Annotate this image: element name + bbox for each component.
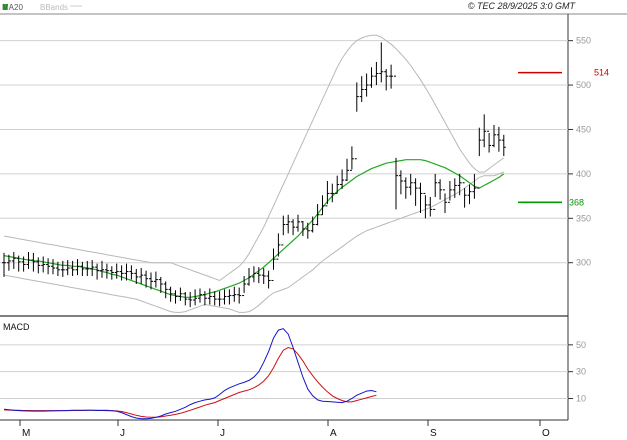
macd-tick-label: 30 bbox=[576, 367, 586, 377]
source-timestamp: © TEC 28/9/2025 3:0 GMT bbox=[468, 1, 577, 11]
macd-axis-ticks: 10 30 50 bbox=[568, 340, 586, 404]
support-label: 368 bbox=[569, 197, 584, 207]
price-gridlines bbox=[0, 40, 568, 264]
macd-series bbox=[3, 328, 377, 420]
macd-gridlines bbox=[0, 344, 568, 400]
price-series bbox=[2, 42, 506, 308]
macd-line bbox=[3, 328, 377, 420]
macd-tick-label: 10 bbox=[576, 394, 586, 404]
price-tick-label: 350 bbox=[576, 213, 591, 223]
price-tick-label: 400 bbox=[576, 169, 591, 179]
macd-tick-label: 50 bbox=[576, 340, 586, 350]
month-tick-label: A bbox=[330, 428, 337, 439]
bbands-legend-label: BBands bbox=[40, 3, 68, 12]
ma20-legend-swatch bbox=[3, 4, 7, 10]
signal-line bbox=[3, 346, 377, 418]
price-tick-label: 450 bbox=[576, 124, 591, 134]
price-tick-label: 300 bbox=[576, 258, 591, 268]
month-tick-label: O bbox=[542, 428, 550, 439]
bbands-lower-line bbox=[3, 171, 504, 313]
price-tick-label: 500 bbox=[576, 80, 591, 90]
price-tick-label: 550 bbox=[576, 36, 591, 46]
price-axis-ticks: 300 350 400 450 500 550 bbox=[568, 36, 591, 268]
month-tick-label: J bbox=[220, 428, 225, 439]
bbands-upper-line bbox=[3, 34, 505, 282]
month-tick-label: S bbox=[430, 428, 437, 439]
month-tick-label: M bbox=[22, 428, 30, 439]
support-resistance-levels: 514 368 bbox=[518, 68, 609, 207]
macd-panel-title: MACD bbox=[3, 322, 30, 332]
ma20-legend-label: MA20 bbox=[2, 3, 23, 12]
month-tick-label: J bbox=[120, 428, 125, 439]
resistance-label: 514 bbox=[594, 68, 609, 78]
